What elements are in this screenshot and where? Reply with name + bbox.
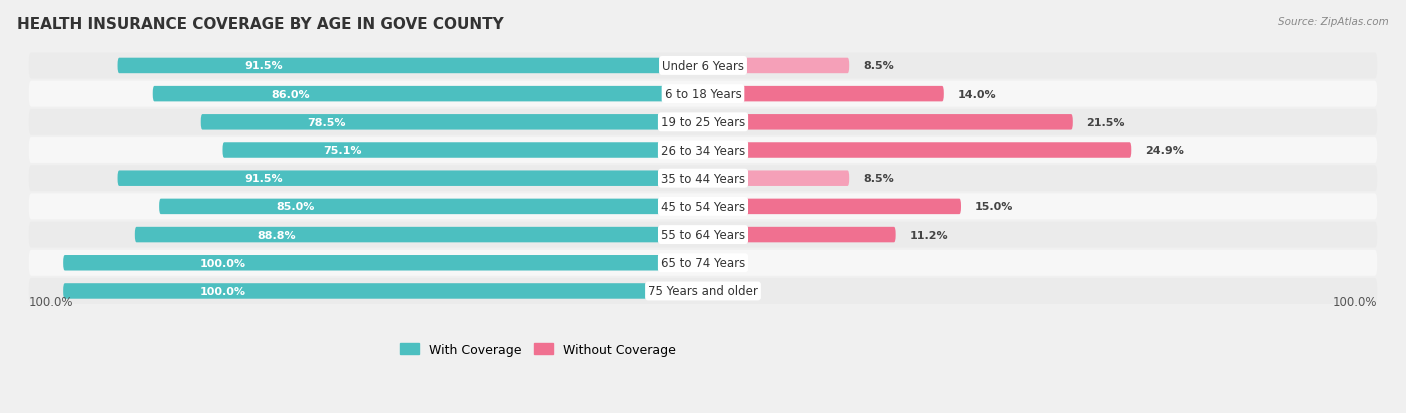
FancyBboxPatch shape: [153, 87, 703, 102]
Text: 91.5%: 91.5%: [245, 174, 283, 184]
FancyBboxPatch shape: [28, 81, 1378, 107]
Text: 8.5%: 8.5%: [863, 174, 894, 184]
FancyBboxPatch shape: [703, 171, 849, 187]
FancyBboxPatch shape: [28, 194, 1378, 220]
FancyBboxPatch shape: [159, 199, 703, 215]
Text: 91.5%: 91.5%: [245, 61, 283, 71]
FancyBboxPatch shape: [703, 115, 1073, 130]
FancyBboxPatch shape: [63, 255, 703, 271]
FancyBboxPatch shape: [28, 250, 1378, 276]
FancyBboxPatch shape: [28, 109, 1378, 135]
FancyBboxPatch shape: [703, 59, 849, 74]
FancyBboxPatch shape: [28, 138, 1378, 164]
Text: 19 to 25 Years: 19 to 25 Years: [661, 116, 745, 129]
Text: HEALTH INSURANCE COVERAGE BY AGE IN GOVE COUNTY: HEALTH INSURANCE COVERAGE BY AGE IN GOVE…: [17, 17, 503, 31]
FancyBboxPatch shape: [28, 53, 1378, 79]
Text: 8.5%: 8.5%: [863, 61, 894, 71]
Text: 14.0%: 14.0%: [957, 90, 997, 100]
FancyBboxPatch shape: [28, 166, 1378, 192]
Text: 85.0%: 85.0%: [276, 202, 315, 212]
Text: 35 to 44 Years: 35 to 44 Years: [661, 172, 745, 185]
Text: 24.9%: 24.9%: [1144, 146, 1184, 156]
FancyBboxPatch shape: [28, 222, 1378, 248]
Text: 65 to 74 Years: 65 to 74 Years: [661, 256, 745, 270]
Text: 86.0%: 86.0%: [271, 90, 309, 100]
FancyBboxPatch shape: [118, 171, 703, 187]
FancyBboxPatch shape: [118, 59, 703, 74]
FancyBboxPatch shape: [703, 143, 1132, 158]
Text: 0.0%: 0.0%: [717, 258, 748, 268]
FancyBboxPatch shape: [201, 115, 703, 130]
FancyBboxPatch shape: [703, 227, 896, 243]
FancyBboxPatch shape: [703, 87, 943, 102]
FancyBboxPatch shape: [63, 283, 703, 299]
Legend: With Coverage, Without Coverage: With Coverage, Without Coverage: [395, 338, 681, 361]
Text: 100.0%: 100.0%: [1333, 296, 1378, 309]
Text: 26 to 34 Years: 26 to 34 Years: [661, 144, 745, 157]
Text: 75.1%: 75.1%: [323, 146, 361, 156]
FancyBboxPatch shape: [703, 199, 960, 215]
Text: 55 to 64 Years: 55 to 64 Years: [661, 228, 745, 242]
Text: 100.0%: 100.0%: [200, 286, 246, 296]
Text: 75 Years and older: 75 Years and older: [648, 285, 758, 298]
Text: 6 to 18 Years: 6 to 18 Years: [665, 88, 741, 101]
Text: Under 6 Years: Under 6 Years: [662, 60, 744, 73]
Text: 11.2%: 11.2%: [910, 230, 948, 240]
Text: 100.0%: 100.0%: [200, 258, 246, 268]
Text: 45 to 54 Years: 45 to 54 Years: [661, 200, 745, 214]
FancyBboxPatch shape: [222, 143, 703, 158]
FancyBboxPatch shape: [135, 227, 703, 243]
Text: Source: ZipAtlas.com: Source: ZipAtlas.com: [1278, 17, 1389, 26]
Text: 88.8%: 88.8%: [257, 230, 297, 240]
FancyBboxPatch shape: [28, 278, 1378, 304]
Text: 21.5%: 21.5%: [1087, 118, 1125, 128]
Text: 0.0%: 0.0%: [717, 286, 748, 296]
Text: 100.0%: 100.0%: [28, 296, 73, 309]
Text: 78.5%: 78.5%: [307, 118, 346, 128]
Text: 15.0%: 15.0%: [974, 202, 1014, 212]
